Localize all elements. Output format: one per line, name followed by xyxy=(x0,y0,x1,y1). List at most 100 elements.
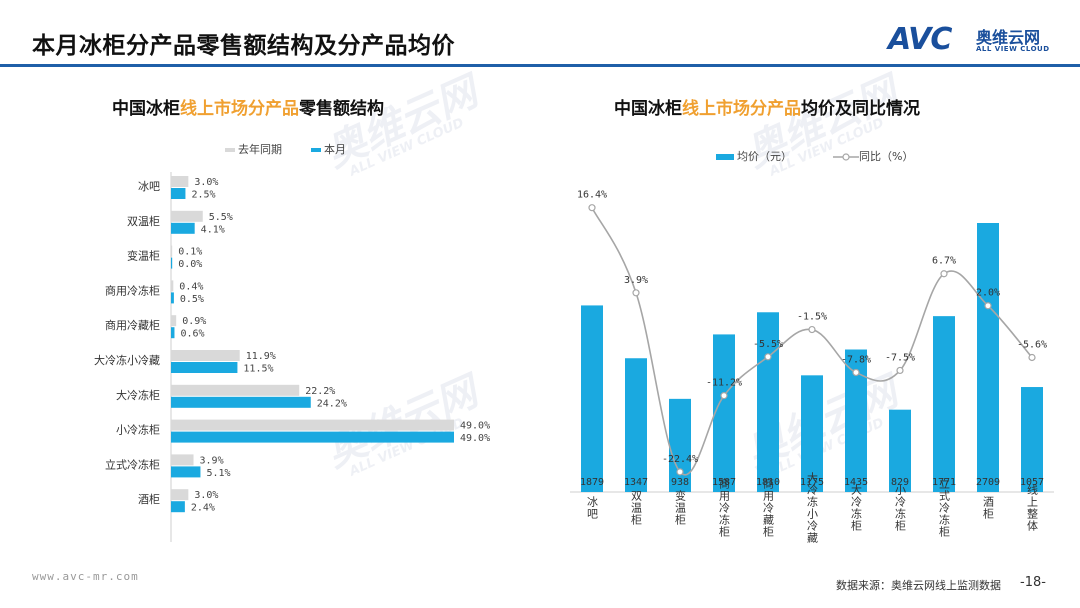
footer-source: 数据来源：奥维云网线上监测数据 xyxy=(836,579,1001,592)
yoy-line xyxy=(591,207,1033,476)
price-label: 1587 xyxy=(712,477,736,488)
price-label: 938 xyxy=(671,477,689,488)
price-label: 1435 xyxy=(844,477,868,488)
right-category-label: 双温柜 xyxy=(630,490,643,526)
yoy-label: -11.2% xyxy=(706,378,742,389)
label-last-year: 0.4% xyxy=(179,281,203,292)
bar-current xyxy=(171,501,185,513)
left-title-post: 零售额结构 xyxy=(299,99,384,119)
left-legend: 去年同期 本月 xyxy=(225,141,346,157)
bar-current xyxy=(171,466,201,478)
yoy-point xyxy=(588,204,596,212)
logo-en: ALL VIEW CLOUD xyxy=(976,45,1050,53)
left-chart-title: 中国冰柜线上市场分产品零售额结构 xyxy=(112,94,384,119)
legend-current-label: 本月 xyxy=(324,143,346,156)
label-current: 2.5% xyxy=(191,190,215,201)
bar-last-year xyxy=(171,454,194,466)
price-bar xyxy=(625,358,647,492)
yoy-label: -7.8% xyxy=(841,354,871,365)
label-current: 0.0% xyxy=(178,259,202,270)
right-category-label: 大冷冻小冷藏 xyxy=(806,471,819,544)
right-title-post: 均价及同比情况 xyxy=(801,99,920,119)
right-title-pre: 中国冰柜 xyxy=(614,99,682,119)
label-last-year: 3.0% xyxy=(194,177,218,188)
bar-current xyxy=(171,396,311,408)
bar-last-year xyxy=(171,280,174,292)
yoy-label: -5.6% xyxy=(1017,339,1047,350)
right-category-label: 线上整体 xyxy=(1026,483,1039,532)
bar-last-year xyxy=(171,419,454,431)
yoy-point xyxy=(896,366,904,375)
yoy-label: -7.5% xyxy=(885,352,915,363)
legend-yoy-swatch xyxy=(833,153,859,161)
yoy-point xyxy=(808,325,816,334)
left-category-label: 变温柜 xyxy=(127,249,160,263)
page-title: 本月冰柜分产品零售额结构及分产品均价 xyxy=(32,33,455,59)
legend-last-year-swatch xyxy=(225,148,235,152)
yoy-label: 16.4% xyxy=(577,190,607,201)
left-category-label: 大冷冻柜 xyxy=(116,388,160,402)
left-category-label: 商用冷藏柜 xyxy=(105,318,160,332)
yoy-point xyxy=(940,270,948,278)
label-last-year: 3.9% xyxy=(200,455,224,466)
left-category-label: 大冷冻小冷藏 xyxy=(94,353,160,367)
price-label: 1771 xyxy=(932,477,956,488)
bar-last-year xyxy=(171,176,189,187)
label-current: 11.5% xyxy=(243,364,273,375)
right-category-label: 冰吧 xyxy=(586,496,599,520)
bar-current xyxy=(171,257,173,269)
footer-url[interactable]: www.avc-mr.com xyxy=(32,570,139,583)
yoy-point xyxy=(720,392,728,400)
left-category-label: 立式冷冻柜 xyxy=(105,457,160,471)
yoy-point xyxy=(632,289,640,297)
label-current: 4.1% xyxy=(201,224,225,235)
left-category-label: 小冷冻柜 xyxy=(116,423,160,437)
price-bar xyxy=(581,305,603,492)
legend-current-swatch xyxy=(311,148,321,152)
yoy-point xyxy=(852,368,860,377)
yoy-label: -5.5% xyxy=(753,339,783,350)
yoy-point xyxy=(764,353,772,361)
right-category-label: 商用冷冻柜 xyxy=(718,477,731,538)
price-label: 1810 xyxy=(756,477,780,488)
price-label: 829 xyxy=(891,477,909,488)
label-last-year: 49.0% xyxy=(460,421,490,432)
yoy-point xyxy=(676,468,684,476)
price-bar xyxy=(669,398,691,492)
bar-last-year xyxy=(171,315,177,327)
left-title-pre: 中国冰柜 xyxy=(112,99,180,119)
yoy-label: -1.5% xyxy=(797,312,827,323)
label-last-year: 3.0% xyxy=(194,490,218,501)
bar-current xyxy=(171,222,195,234)
label-current: 24.2% xyxy=(317,398,347,409)
avc-logo: AVC 奥维云网 ALL VIEW CLOUD xyxy=(888,22,1058,60)
left-title-highlight: 线上市场分产品 xyxy=(180,99,299,119)
title-divider xyxy=(0,64,1080,67)
price-bar xyxy=(713,334,735,492)
yoy-label: 3.9% xyxy=(624,275,648,286)
right-category-label: 小冷冻柜 xyxy=(894,484,907,532)
price-label: 1879 xyxy=(580,477,604,488)
price-bar xyxy=(889,409,911,492)
price-label: 1347 xyxy=(624,477,648,488)
yoy-label: 6.7% xyxy=(932,256,956,267)
price-label: 1057 xyxy=(1020,477,1044,488)
price-label: 1175 xyxy=(800,477,824,488)
yoy-point xyxy=(1028,353,1036,362)
right-category-label: 酒柜 xyxy=(982,496,995,520)
price-bar xyxy=(845,349,867,492)
bar-last-year xyxy=(171,245,173,257)
label-current: 0.5% xyxy=(180,294,204,305)
right-title-highlight: 线上市场分产品 xyxy=(682,99,801,119)
yoy-label: 2.0% xyxy=(976,288,1000,299)
bar-current xyxy=(171,431,454,443)
left-category-label: 双温柜 xyxy=(127,215,160,228)
price-bar xyxy=(801,375,823,492)
bar-last-year xyxy=(171,384,300,396)
right-legend: 均价（元） 同比（%） xyxy=(716,148,913,164)
label-last-year: 22.2% xyxy=(305,386,335,397)
bar-last-year xyxy=(171,489,189,501)
bar-current xyxy=(171,327,175,339)
label-current: 2.4% xyxy=(191,503,215,514)
